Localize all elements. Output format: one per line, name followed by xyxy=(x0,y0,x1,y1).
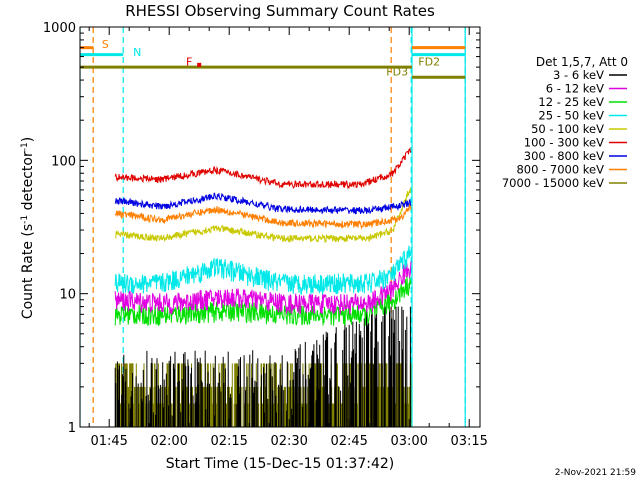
legend-label-8: 7000 - 15000 keV xyxy=(502,176,604,190)
y-tick-label: 1 xyxy=(68,421,76,436)
series-line xyxy=(114,276,412,326)
y-tick-label: 100 xyxy=(51,154,76,169)
y-tick-label: 1000 xyxy=(43,21,76,36)
series-line xyxy=(114,245,412,296)
flag-label-s: S xyxy=(102,38,109,51)
x-tick-label: 02:15 xyxy=(210,434,247,449)
series-line xyxy=(114,192,412,215)
series-4 xyxy=(114,187,412,244)
footer-date: 2-Nov-2021 21:59 xyxy=(555,468,637,478)
series-5 xyxy=(114,146,412,190)
chart-title: RHESSI Observing Summary Count Rates xyxy=(125,2,435,20)
legend-label-0: 3 - 6 keV xyxy=(553,68,604,82)
y-axis-label-sup2: -1 xyxy=(20,142,30,151)
x-tick-label: 01:45 xyxy=(90,434,127,449)
flag-label-fd2: FD2 xyxy=(418,56,440,69)
series-1 xyxy=(114,261,412,315)
flare-marker xyxy=(197,62,202,67)
legend-label-6: 300 - 800 keV xyxy=(524,149,604,163)
y-axis-label-end: ) xyxy=(20,137,36,142)
legend-label-4: 50 - 100 keV xyxy=(531,122,604,136)
x-tick-label: 03:00 xyxy=(390,434,427,449)
legend-label-1: 6 - 12 keV xyxy=(546,82,604,96)
series-line xyxy=(114,187,412,244)
y-axis-label-main: Count Rate (s xyxy=(20,224,36,319)
series-layer xyxy=(114,146,412,427)
y-axis-label: Count Rate (s-1 detector-1) xyxy=(20,137,36,319)
y-axis-label-mid: detector xyxy=(20,151,36,215)
series-2 xyxy=(114,276,412,326)
legend-label-2: 12 - 25 keV xyxy=(538,95,604,109)
series-line xyxy=(114,146,412,190)
legend-label-7: 800 - 7000 keV xyxy=(516,163,604,177)
x-tick-label: 02:30 xyxy=(270,434,307,449)
series-line xyxy=(114,261,412,315)
legend-label-3: 25 - 50 keV xyxy=(538,109,604,123)
x-tick-label: 02:45 xyxy=(330,434,367,449)
series-7 xyxy=(114,203,412,230)
series-0 xyxy=(114,306,411,427)
legend-label-5: 100 - 300 keV xyxy=(524,136,604,150)
plot-frame xyxy=(79,26,481,428)
series-6 xyxy=(114,192,412,215)
flag-label-fd3: FD3 xyxy=(386,66,408,79)
flag-label-f: F xyxy=(186,56,192,69)
flag-label-n: N xyxy=(133,46,141,59)
x-axis-label: Start Time (15-Dec-15 01:37:42) xyxy=(166,456,394,472)
y-tick-label: 10 xyxy=(59,288,76,303)
y-axis-label-sup1: -1 xyxy=(20,215,30,224)
series-line xyxy=(114,203,412,230)
legend-header: Det 1,5,7, Att 0 xyxy=(536,55,628,69)
series-line xyxy=(114,306,411,427)
x-tick-label: 03:15 xyxy=(450,434,487,449)
axes-layer: 01:45 02:00 02:15 02:30 02:45 03:00 03:15 1 10 10… xyxy=(43,21,488,449)
x-tick-label: 02:00 xyxy=(150,434,187,449)
flags-layer xyxy=(80,27,466,427)
series-3 xyxy=(114,245,412,296)
